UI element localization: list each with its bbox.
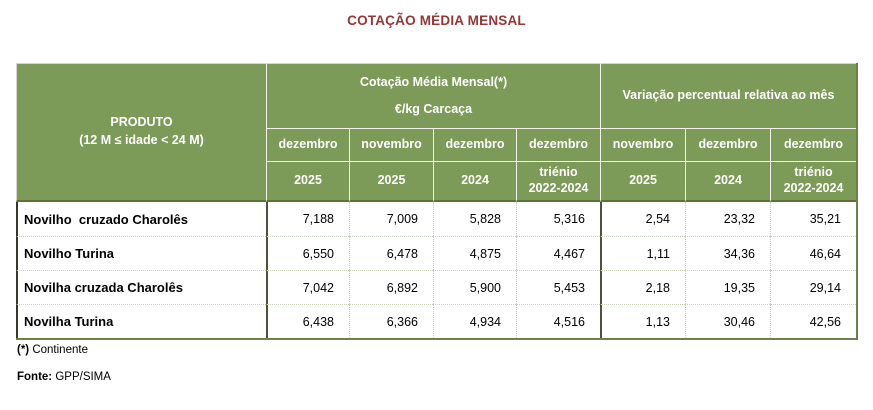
value-cell: 29,14 (770, 270, 856, 304)
value-cell: 5,316 (516, 202, 600, 236)
value-cell: 7,188 (266, 202, 349, 236)
year-header-cell: 2025 (266, 161, 349, 202)
month-header-cell: novembro (349, 128, 433, 161)
value-cell: 6,366 (349, 304, 433, 338)
value-cell: 2,54 (600, 202, 685, 236)
value-cell: 1,11 (600, 236, 685, 270)
source-note: Fonte: GPP/SIMA (17, 371, 111, 383)
cotacao-group-subtitle: €/kg Carcaça (394, 101, 473, 116)
source-text: GPP/SIMA (52, 371, 111, 383)
year-header-cell: 2025 (349, 161, 433, 202)
year-header-cell: triénio 2022-2024 (516, 161, 600, 202)
product-name-cell: Novilha cruzada Charolês (16, 270, 266, 304)
value-cell: 6,438 (266, 304, 349, 338)
value-cell: 34,36 (685, 236, 770, 270)
value-cell: 2,18 (600, 270, 685, 304)
value-cell: 6,892 (349, 270, 433, 304)
value-cell: 30,46 (685, 304, 770, 338)
footnote-marker: (*) (17, 344, 30, 356)
value-cell: 1,13 (600, 304, 685, 338)
variacao-group-header: Variação percentual relativa ao mês (600, 63, 856, 128)
price-table: PRODUTO (12 M ≤ idade < 24 M) Cotação Mé… (16, 63, 858, 340)
value-cell: 23,32 (685, 202, 770, 236)
value-cell: 5,453 (516, 270, 600, 304)
value-cell: 4,934 (433, 304, 516, 338)
footnote: (*) Continente (17, 344, 88, 356)
year-header-cell: 2024 (685, 161, 770, 202)
footnote-text: Continente (29, 344, 88, 356)
source-label: Fonte: (17, 371, 53, 383)
value-cell: 6,478 (349, 236, 433, 270)
value-cell: 7,042 (266, 270, 349, 304)
value-cell: 19,35 (685, 270, 770, 304)
value-cell: 6,550 (266, 236, 349, 270)
month-header-cell: dezembro (685, 128, 770, 161)
month-header-cell: novembro (600, 128, 685, 161)
month-header-cell: dezembro (516, 128, 600, 161)
cotacao-group-title: Cotação Média Mensal(*) (359, 74, 508, 89)
month-header-cell: dezembro (770, 128, 856, 161)
value-cell: 46,64 (770, 236, 856, 270)
month-header-cell: dezembro (433, 128, 516, 161)
value-cell: 35,21 (770, 202, 856, 236)
month-header-cell: dezembro (266, 128, 349, 161)
value-cell: 4,516 (516, 304, 600, 338)
produto-header-line1: PRODUTO (110, 115, 173, 130)
value-cell: 5,828 (433, 202, 516, 236)
value-cell: 5,900 (433, 270, 516, 304)
page-title: COTAÇÃO MÉDIA MENSAL (347, 13, 526, 28)
year-header-cell: 2025 (600, 161, 685, 202)
value-cell: 4,467 (516, 236, 600, 270)
value-cell: 4,875 (433, 236, 516, 270)
product-name-cell: Novilho cruzado Charolês (16, 202, 266, 236)
produto-header-cell: PRODUTO (12 M ≤ idade < 24 M) (16, 63, 266, 202)
value-cell: 42,56 (770, 304, 856, 338)
variacao-group-title: Variação percentual relativa ao mês (622, 88, 835, 103)
cotacao-group-header: Cotação Média Mensal(*) €/kg Carcaça (266, 63, 600, 128)
year-header-cell: triénio 2022-2024 (770, 161, 856, 202)
year-header-cell: 2024 (433, 161, 516, 202)
value-cell: 7,009 (349, 202, 433, 236)
produto-header-line2: (12 M ≤ idade < 24 M) (79, 133, 204, 147)
product-name-cell: Novilha Turina (16, 304, 266, 338)
product-name-cell: Novilho Turina (16, 236, 266, 270)
